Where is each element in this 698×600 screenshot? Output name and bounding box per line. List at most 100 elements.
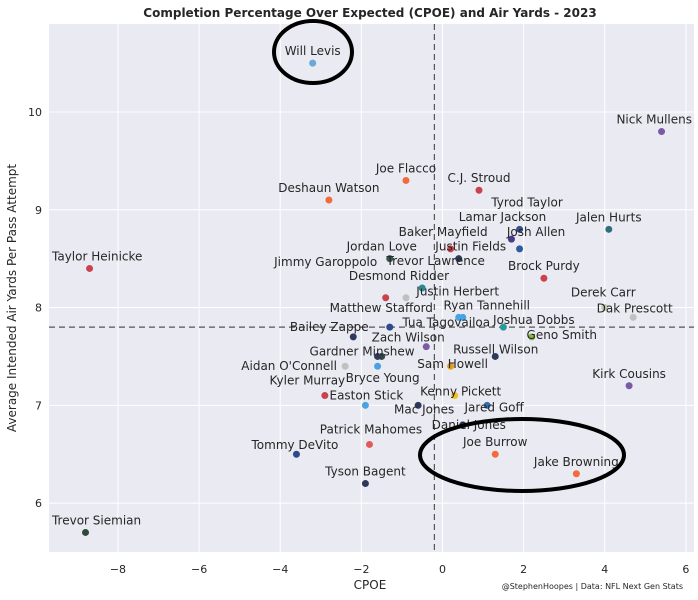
point-geno-smith xyxy=(528,333,536,341)
point-tommy-devito xyxy=(292,450,300,458)
point-tua-tagovailoa xyxy=(422,343,430,351)
credit-text: @StephenHoopes | Data: NFL Next Gen Stat… xyxy=(502,582,683,591)
point-label-c-j-stroud: C.J. Stroud xyxy=(448,171,511,185)
point-joe-flacco xyxy=(402,176,410,184)
y-tick-label: 9 xyxy=(35,204,42,217)
point-bailey-zappe xyxy=(349,333,357,341)
highlight-ellipses xyxy=(272,19,626,493)
point-label-gardner-minshew: Gardner Minshew xyxy=(310,344,415,358)
point-label-matthew-stafford: Matthew Stafford xyxy=(330,301,433,315)
point-matthew-stafford xyxy=(386,323,394,331)
point-label-derek-carr: Derek Carr xyxy=(571,286,636,300)
point-label-tommy-devito: Tommy DeVito xyxy=(251,438,339,452)
point-jared-goff xyxy=(483,401,491,409)
point-deshaun-watson xyxy=(325,196,333,204)
point-label-nick-mullens: Nick Mullens xyxy=(616,113,692,127)
point-baker-mayfield xyxy=(447,245,455,253)
y-tick-label: 6 xyxy=(35,497,42,510)
point-label-zach-wilson: Zach Wilson xyxy=(372,330,445,344)
point-jordan-love xyxy=(386,255,394,263)
point-label-trevor-siemian: Trevor Siemian xyxy=(51,513,141,527)
x-tick-label: −2 xyxy=(353,563,369,576)
tick-labels: −8 −6 −4 −2 0 2 4 6 6 7 8 9 10 xyxy=(28,106,689,576)
point-trevor-siemian xyxy=(82,528,90,536)
point-taylor-heinicke xyxy=(86,264,94,272)
point-label-joe-flacco: Joe Flacco xyxy=(375,161,436,175)
point-label-bryce-young: Bryce Young xyxy=(346,371,420,385)
point-label-trevor-lawrence: Trevor Lawrence xyxy=(386,254,485,268)
point-label-tyson-bagent: Tyson Bagent xyxy=(324,465,406,479)
point-label-geno-smith: Geno Smith xyxy=(527,328,597,342)
point-label-brock-purdy: Brock Purdy xyxy=(508,259,580,273)
point-label-jake-browning: Jake Browning xyxy=(533,455,619,469)
point-russell-wilson xyxy=(491,352,499,360)
y-tick-label: 10 xyxy=(28,106,42,119)
point-c-j-stroud xyxy=(475,186,483,194)
point-label-easton-stick: Easton Stick xyxy=(329,388,403,402)
point-tyrod-taylor xyxy=(516,225,524,233)
point-nick-mullens xyxy=(658,128,666,136)
point-brock-purdy xyxy=(540,274,548,282)
point-gardner-minshew xyxy=(374,352,382,360)
point-label-jalen-hurts: Jalen Hurts xyxy=(575,210,642,224)
point-label-dak-prescott: Dak Prescott xyxy=(597,301,673,315)
reference-lines xyxy=(49,24,694,552)
point-desmond-ridder xyxy=(402,294,410,302)
x-tick-label: −4 xyxy=(272,563,288,576)
point-patrick-mahomes xyxy=(365,440,373,448)
point-dak-prescott xyxy=(629,313,637,321)
y-axis-label: Average Intended Air Yards Per Pass Atte… xyxy=(5,164,19,432)
x-axis-label: CPOE xyxy=(354,578,387,592)
point-label-joe-burrow: Joe Burrow xyxy=(462,435,528,449)
point-label-desmond-ridder: Desmond Ridder xyxy=(349,269,449,283)
point-label-tyrod-taylor: Tyrod Taylor xyxy=(490,195,562,209)
data-points xyxy=(82,59,666,536)
x-tick-label: −6 xyxy=(191,563,207,576)
x-tick-label: 0 xyxy=(439,563,446,576)
point-jake-browning xyxy=(572,470,580,478)
point-will-levis xyxy=(309,59,317,67)
point-josh-allen xyxy=(516,245,524,253)
point-label-deshaun-watson: Deshaun Watson xyxy=(278,181,379,195)
x-tick-label: 2 xyxy=(520,563,527,576)
point-derek-carr xyxy=(601,304,609,312)
point-trevor-lawrence xyxy=(418,284,426,292)
point-label-aidan-o-connell: Aidan O'Connell xyxy=(241,359,337,373)
point-labels: Will Levis Nick Mullens Joe Flacco C.J. Str… xyxy=(51,44,692,527)
point-jimmy-garoppolo xyxy=(382,294,390,302)
point-label-justin-herbert: Justin Herbert xyxy=(415,284,499,298)
point-label-baker-mayfield: Baker Mayfield xyxy=(399,225,488,239)
point-label-russell-wilson: Russell Wilson xyxy=(453,342,538,356)
point-label-jared-goff: Jared Goff xyxy=(463,400,524,414)
chart-title: Completion Percentage Over Expected (CPO… xyxy=(143,6,596,20)
point-label-joshua-dobbs: Joshua Dobbs xyxy=(492,313,575,327)
point-kyler-murray xyxy=(321,392,329,400)
point-label-jimmy-garoppolo: Jimmy Garoppolo xyxy=(273,255,377,269)
point-kirk-cousins xyxy=(625,382,633,390)
point-joshua-dobbs xyxy=(499,323,507,331)
point-bryce-young xyxy=(374,362,382,370)
x-tick-label: 4 xyxy=(601,563,608,576)
y-tick-label: 8 xyxy=(35,302,42,315)
point-jalen-hurts xyxy=(605,225,613,233)
point-label-lamar-jackson: Lamar Jackson xyxy=(459,210,546,224)
point-label-kirk-cousins: Kirk Cousins xyxy=(592,367,666,381)
point-sam-howell xyxy=(447,362,455,370)
point-label-jordan-love: Jordan Love xyxy=(346,240,417,254)
x-tick-label: 6 xyxy=(682,563,689,576)
point-label-mac-jones: Mac Jones xyxy=(394,402,454,416)
point-justin-fields xyxy=(455,255,463,263)
point-label-will-levis: Will Levis xyxy=(285,44,341,58)
x-tick-label: −8 xyxy=(110,563,126,576)
point-label-patrick-mahomes: Patrick Mahomes xyxy=(320,422,422,436)
point-label-bailey-zappe: Bailey Zappe xyxy=(290,320,369,334)
point-label-josh-allen: Josh Allen xyxy=(506,225,565,239)
highlight-ellipse-will-levis xyxy=(272,19,354,85)
point-label-kenny-pickett: Kenny Pickett xyxy=(420,385,501,399)
point-mac-jones xyxy=(414,401,422,409)
point-label-ryan-tannehill: Ryan Tannehill xyxy=(444,298,530,312)
point-easton-stick xyxy=(361,401,369,409)
point-tyson-bagent xyxy=(361,480,369,488)
point-aidan-o-connell xyxy=(341,362,349,370)
